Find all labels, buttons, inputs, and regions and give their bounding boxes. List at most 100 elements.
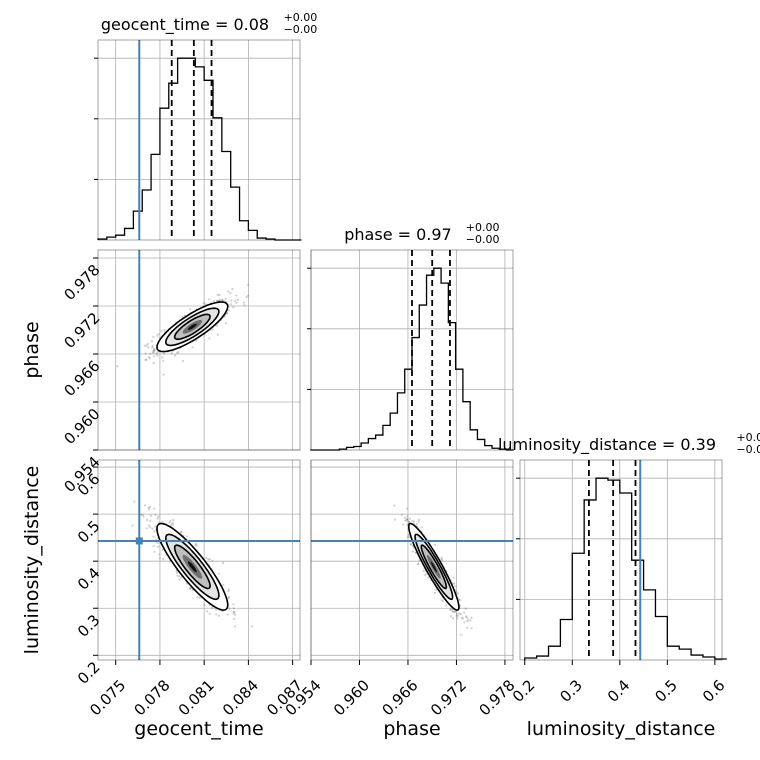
sample-point bbox=[434, 588, 437, 591]
sample-point bbox=[161, 356, 164, 359]
sample-point bbox=[455, 614, 458, 617]
sample-point bbox=[417, 562, 420, 565]
sample-point bbox=[245, 296, 248, 299]
sample-point bbox=[227, 588, 230, 591]
sample-point bbox=[458, 612, 461, 615]
sample-point bbox=[463, 621, 466, 624]
y-tick-label-phase: 0.972 bbox=[60, 309, 103, 352]
panel-frame-luminosity_distance bbox=[519, 459, 723, 661]
sample-point bbox=[175, 570, 178, 573]
sample-point bbox=[153, 348, 156, 351]
sample-point bbox=[156, 541, 159, 545]
sample-point bbox=[215, 324, 219, 327]
x-tick-label-luminosity_distance: 0.5 bbox=[651, 676, 681, 706]
sample-point bbox=[408, 517, 412, 520]
sample-point bbox=[242, 301, 245, 304]
sample-point bbox=[145, 518, 149, 522]
sample-point bbox=[147, 508, 150, 511]
x-axis-label-phase: phase bbox=[383, 718, 440, 740]
sample-point bbox=[170, 523, 173, 527]
sample-point bbox=[449, 608, 452, 611]
sample-point bbox=[149, 519, 152, 523]
sample-point bbox=[216, 333, 219, 336]
sample-point bbox=[232, 612, 235, 615]
sample-point bbox=[235, 301, 238, 304]
sample-point bbox=[150, 340, 153, 343]
sample-point bbox=[215, 613, 218, 616]
sample-point bbox=[400, 513, 404, 516]
sample-point bbox=[226, 613, 229, 616]
sample-point bbox=[144, 352, 147, 355]
sample-point bbox=[463, 611, 466, 614]
contour-line bbox=[420, 544, 448, 590]
sample-point bbox=[464, 607, 467, 610]
sample-point bbox=[139, 513, 143, 516]
sample-point bbox=[227, 597, 230, 600]
panel-bg-geocent_time bbox=[98, 40, 300, 240]
density-geocent_time-phase bbox=[157, 302, 228, 352]
sample-point bbox=[235, 294, 238, 297]
sample-point bbox=[412, 520, 415, 524]
title-lower-error: −0.05 bbox=[736, 443, 760, 456]
sample-point bbox=[441, 600, 444, 603]
sample-point bbox=[232, 603, 235, 606]
sample-point bbox=[191, 346, 194, 349]
sample-point bbox=[153, 348, 156, 351]
title-lower-error: −0.00 bbox=[284, 23, 318, 36]
histogram-phase bbox=[310, 267, 514, 451]
sample-point bbox=[231, 287, 234, 291]
sample-point bbox=[233, 610, 236, 614]
sample-point bbox=[157, 545, 160, 549]
sample-point bbox=[152, 351, 155, 354]
x-tick-label-geocent_time: 0.075 bbox=[86, 676, 129, 719]
sample-point bbox=[234, 613, 237, 616]
panel-frame-phase bbox=[310, 249, 514, 451]
sample-point bbox=[157, 332, 160, 336]
sample-point bbox=[144, 504, 147, 507]
sample-point bbox=[195, 544, 198, 547]
sample-point bbox=[466, 626, 469, 629]
axes-frames bbox=[97, 39, 723, 661]
sample-point bbox=[449, 615, 452, 618]
histograms bbox=[97, 57, 727, 660]
density-level bbox=[430, 561, 437, 573]
sample-point bbox=[234, 299, 237, 302]
sample-point bbox=[406, 518, 409, 521]
sample-point bbox=[172, 519, 175, 522]
sample-point bbox=[154, 525, 157, 528]
density-level bbox=[187, 561, 197, 573]
y-tick-label-phase: 0.966 bbox=[60, 357, 103, 400]
sample-point bbox=[405, 518, 408, 521]
sample-point bbox=[141, 513, 144, 517]
sample-point bbox=[149, 514, 153, 517]
sample-point bbox=[194, 542, 198, 545]
sample-point bbox=[427, 576, 430, 579]
sample-point bbox=[180, 531, 183, 534]
sample-point bbox=[407, 520, 410, 523]
sample-point bbox=[163, 328, 166, 332]
density-level bbox=[187, 323, 197, 330]
histogram-geocent_time bbox=[97, 57, 302, 241]
sample-point bbox=[181, 359, 184, 363]
sample-point bbox=[145, 344, 148, 347]
sample-point bbox=[454, 610, 457, 613]
sample-point bbox=[440, 598, 443, 602]
sample-point bbox=[451, 617, 455, 620]
sample-point bbox=[407, 520, 411, 524]
sample-point bbox=[158, 553, 161, 556]
sample-point bbox=[208, 558, 211, 561]
x-tick-label-luminosity_distance: 0.6 bbox=[699, 676, 729, 706]
sample-point bbox=[148, 357, 151, 360]
sample-point bbox=[226, 312, 229, 315]
histogram-luminosity_distance bbox=[524, 477, 727, 660]
title-value: geocent_time = 0.08 bbox=[101, 15, 269, 35]
sample-point bbox=[133, 500, 136, 503]
sample-point bbox=[178, 575, 181, 578]
contour-line bbox=[164, 533, 220, 601]
sample-point bbox=[180, 530, 183, 533]
sample-point bbox=[156, 351, 159, 354]
title-value: phase = 0.97 bbox=[344, 225, 451, 244]
sample-point bbox=[227, 589, 230, 593]
contour-line bbox=[164, 307, 220, 347]
sample-point bbox=[417, 563, 420, 566]
